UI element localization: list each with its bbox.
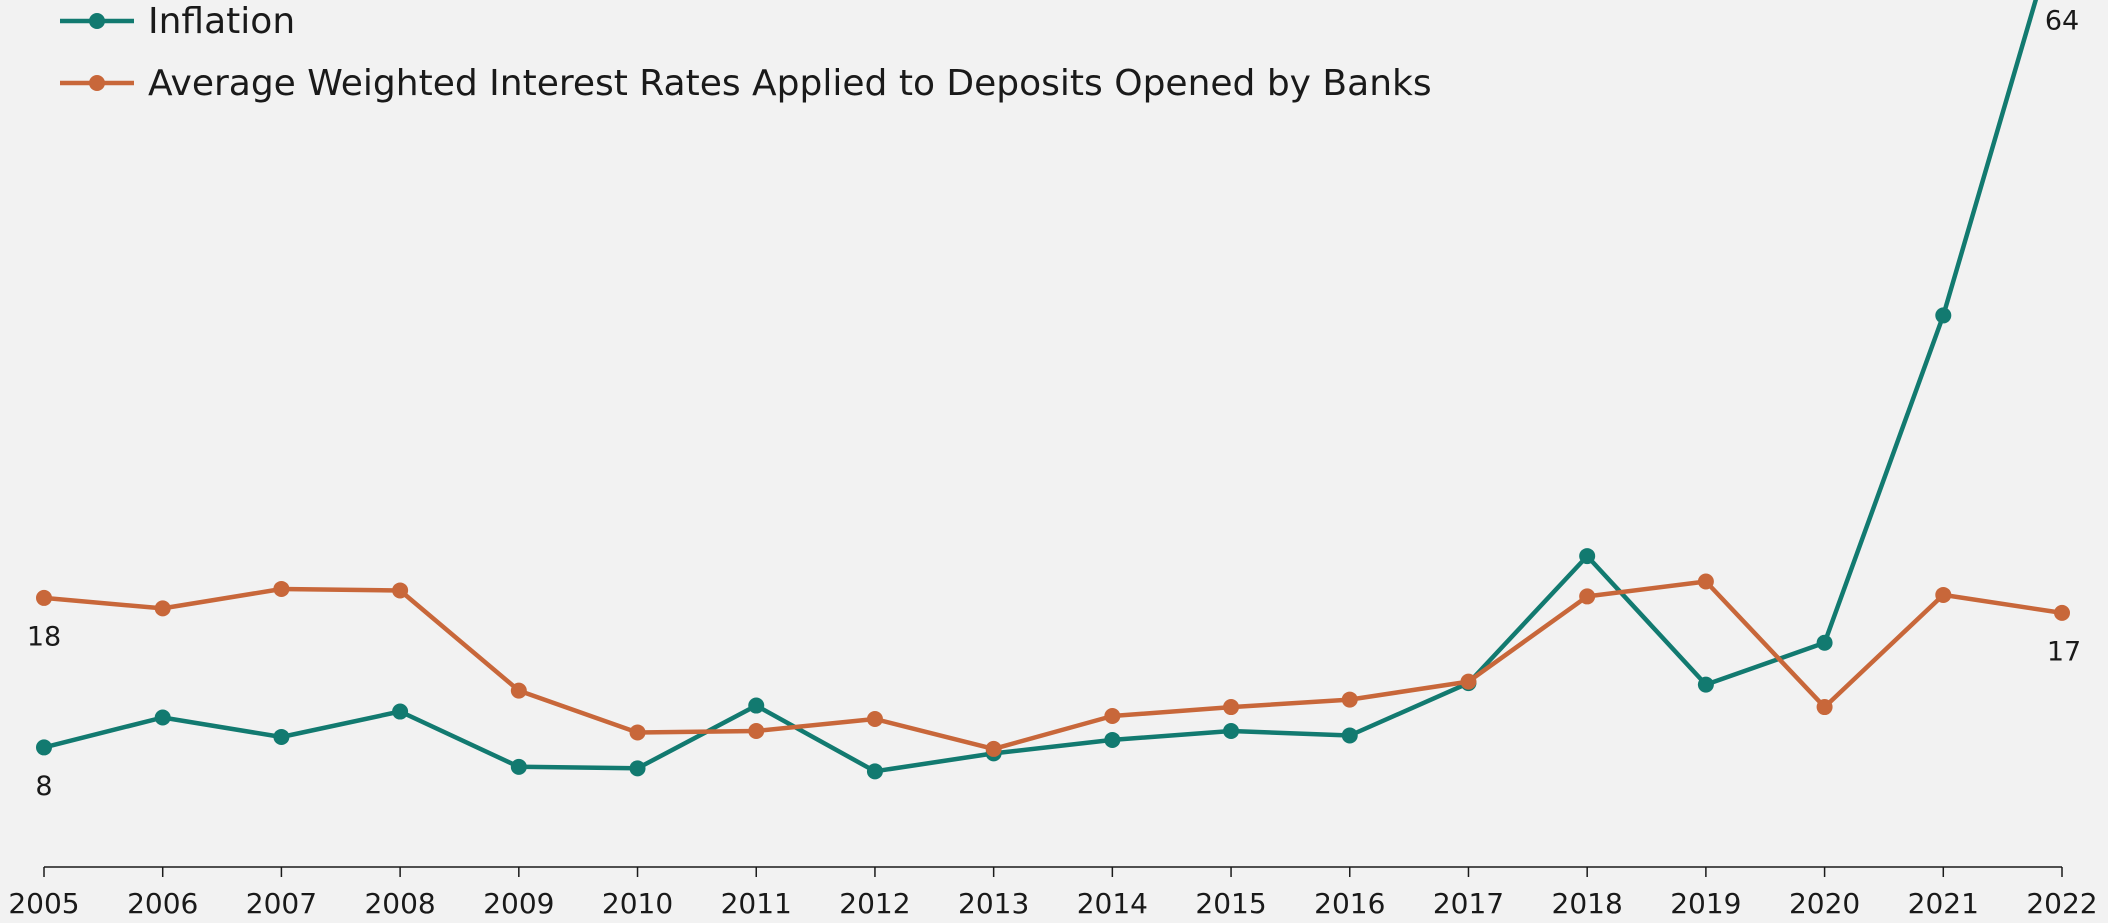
data-point xyxy=(748,697,765,714)
data-point xyxy=(866,711,883,728)
x-tick-label: 2008 xyxy=(364,887,435,920)
data-point xyxy=(1460,673,1477,690)
data-label: 8 xyxy=(35,771,52,802)
series-line xyxy=(43,0,2039,774)
data-point xyxy=(36,589,52,606)
data-label: 64 xyxy=(2045,6,2079,37)
x-tick-label: 2007 xyxy=(246,887,317,920)
x-tick-label: 2005 xyxy=(8,887,79,920)
x-tick-label: 2009 xyxy=(483,887,554,920)
data-point xyxy=(748,722,765,739)
legend-label: Average Weighted Interest Rates Applied … xyxy=(148,63,1432,104)
x-tick-label: 2011 xyxy=(721,887,792,920)
data-label: 18 xyxy=(27,621,61,652)
x-tick-label: 2017 xyxy=(1433,887,1504,920)
data-point xyxy=(1816,699,1833,716)
x-tick-label: 2021 xyxy=(1908,887,1979,920)
data-point xyxy=(1935,586,1952,603)
data-point xyxy=(1341,691,1358,708)
x-tick-label: 2013 xyxy=(958,887,1029,920)
data-point xyxy=(629,760,646,777)
data-point xyxy=(510,758,527,775)
data-point xyxy=(1223,722,1240,739)
data-point xyxy=(273,728,290,745)
x-tick-label: 2016 xyxy=(1314,887,1385,920)
data-point xyxy=(273,580,290,597)
data-point xyxy=(1579,548,1596,565)
x-tick-label: 2022 xyxy=(2026,887,2097,920)
data-point xyxy=(1104,708,1121,725)
x-tick-label: 2015 xyxy=(1195,887,1266,920)
x-tick-label: 2010 xyxy=(602,887,673,920)
plot-area xyxy=(36,0,2070,780)
data-point xyxy=(1104,731,1121,748)
data-point xyxy=(2054,604,2070,621)
data-point xyxy=(1697,676,1714,693)
x-tick-label: 2006 xyxy=(127,887,198,920)
data-point xyxy=(1935,307,1952,324)
data-point xyxy=(154,709,171,726)
x-tick-label: 2018 xyxy=(1552,887,1623,920)
legend-marker xyxy=(89,75,105,91)
data-point xyxy=(36,739,52,756)
data-point xyxy=(392,582,409,599)
x-tick-label: 2020 xyxy=(1789,887,1860,920)
data-point xyxy=(1223,699,1240,716)
data-point xyxy=(392,703,409,720)
legend-label: Inflation xyxy=(148,1,295,42)
data-point xyxy=(154,600,171,617)
x-tick-label: 2012 xyxy=(839,887,910,920)
series-line xyxy=(43,579,2063,752)
data-point xyxy=(1579,588,1596,605)
x-tick-label: 2014 xyxy=(1077,887,1148,920)
data-point xyxy=(1816,634,1833,651)
data-point xyxy=(1697,573,1714,590)
data-point xyxy=(629,724,646,741)
data-label: 17 xyxy=(2047,636,2081,667)
x-tick-label: 2019 xyxy=(1670,887,1741,920)
data-point xyxy=(1341,727,1358,744)
data-point xyxy=(985,740,1002,757)
legend-marker xyxy=(89,13,105,29)
data-point xyxy=(510,682,527,699)
data-point xyxy=(866,763,883,780)
